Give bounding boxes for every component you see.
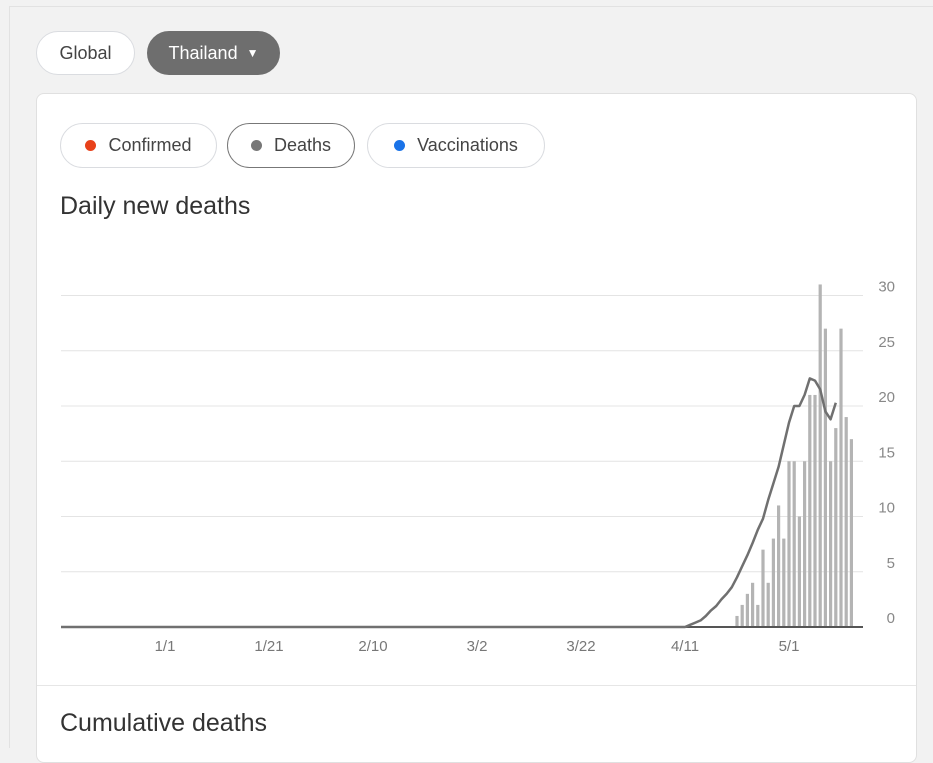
deaths-chip[interactable]: Deaths [227,123,355,168]
bar [740,604,744,627]
x-tick-label: 1/1 [155,638,176,654]
x-tick-label: 2/10 [358,638,387,654]
cumulative-title: Cumulative deaths [60,709,268,737]
confirmed-label: Confirmed [108,135,192,155]
chart-title: Daily new deaths [60,192,251,220]
bar [849,439,853,627]
x-tick-label: 3/2 [467,638,488,654]
left-border [9,6,10,748]
bar [808,394,812,627]
bar [777,505,781,627]
bar [787,461,791,627]
bar [834,428,838,627]
bar [782,538,786,627]
x-tick-label: 4/11 [671,638,699,654]
section-divider [37,685,916,686]
bar [792,461,796,627]
deaths-label: Deaths [273,135,332,155]
confirmed-dot-icon [85,140,97,151]
vaccinations-dot-icon [394,140,406,151]
bar [797,516,801,627]
x-tick-label: 3/22 [566,638,595,654]
bar [839,328,843,627]
y-tick-label: 30 [878,279,895,296]
bar [803,461,807,627]
stats-card: Confirmed Deaths Vaccinations Daily new … [36,93,917,763]
bar [761,549,765,627]
y-tick-label: 20 [878,389,895,406]
y-tick-label: 10 [878,500,895,517]
moving-average-line [61,377,837,629]
bar [735,615,739,627]
top-border [10,0,933,7]
bar [771,538,775,627]
bar [756,604,760,627]
bar [745,593,749,627]
bar [829,461,833,627]
y-tick-label: 25 [878,334,895,351]
confirmed-chip[interactable]: Confirmed [60,123,217,168]
deaths-dot-icon [250,140,262,151]
x-tick-label: 5/1 [779,638,800,654]
bar [751,582,755,627]
vaccinations-chip[interactable]: Vaccinations [367,123,545,168]
bar [766,582,770,627]
x-tick-label: 1/21 [254,638,283,654]
global-tab[interactable]: Global [36,31,135,75]
vaccinations-label: Vaccinations [417,135,518,155]
bar [823,328,827,627]
caret-down-icon: ▼ [246,46,259,60]
global-tab-label: Global [59,42,112,63]
daily-deaths-chart[interactable]: 0 5 10 15 20 25 30 1/1 1/21 2/10 3/2 3/22 4/11 5/1 [37,94,916,654]
bar [844,417,848,627]
bar [818,284,822,627]
y-tick-label: 15 [878,444,895,461]
y-tick-label: 0 [887,610,895,627]
bar [813,394,817,627]
y-tick-label: 5 [887,555,895,572]
thailand-dropdown[interactable]: Thailand ▼ [147,31,280,75]
thailand-dropdown-label: Thailand [168,42,238,63]
